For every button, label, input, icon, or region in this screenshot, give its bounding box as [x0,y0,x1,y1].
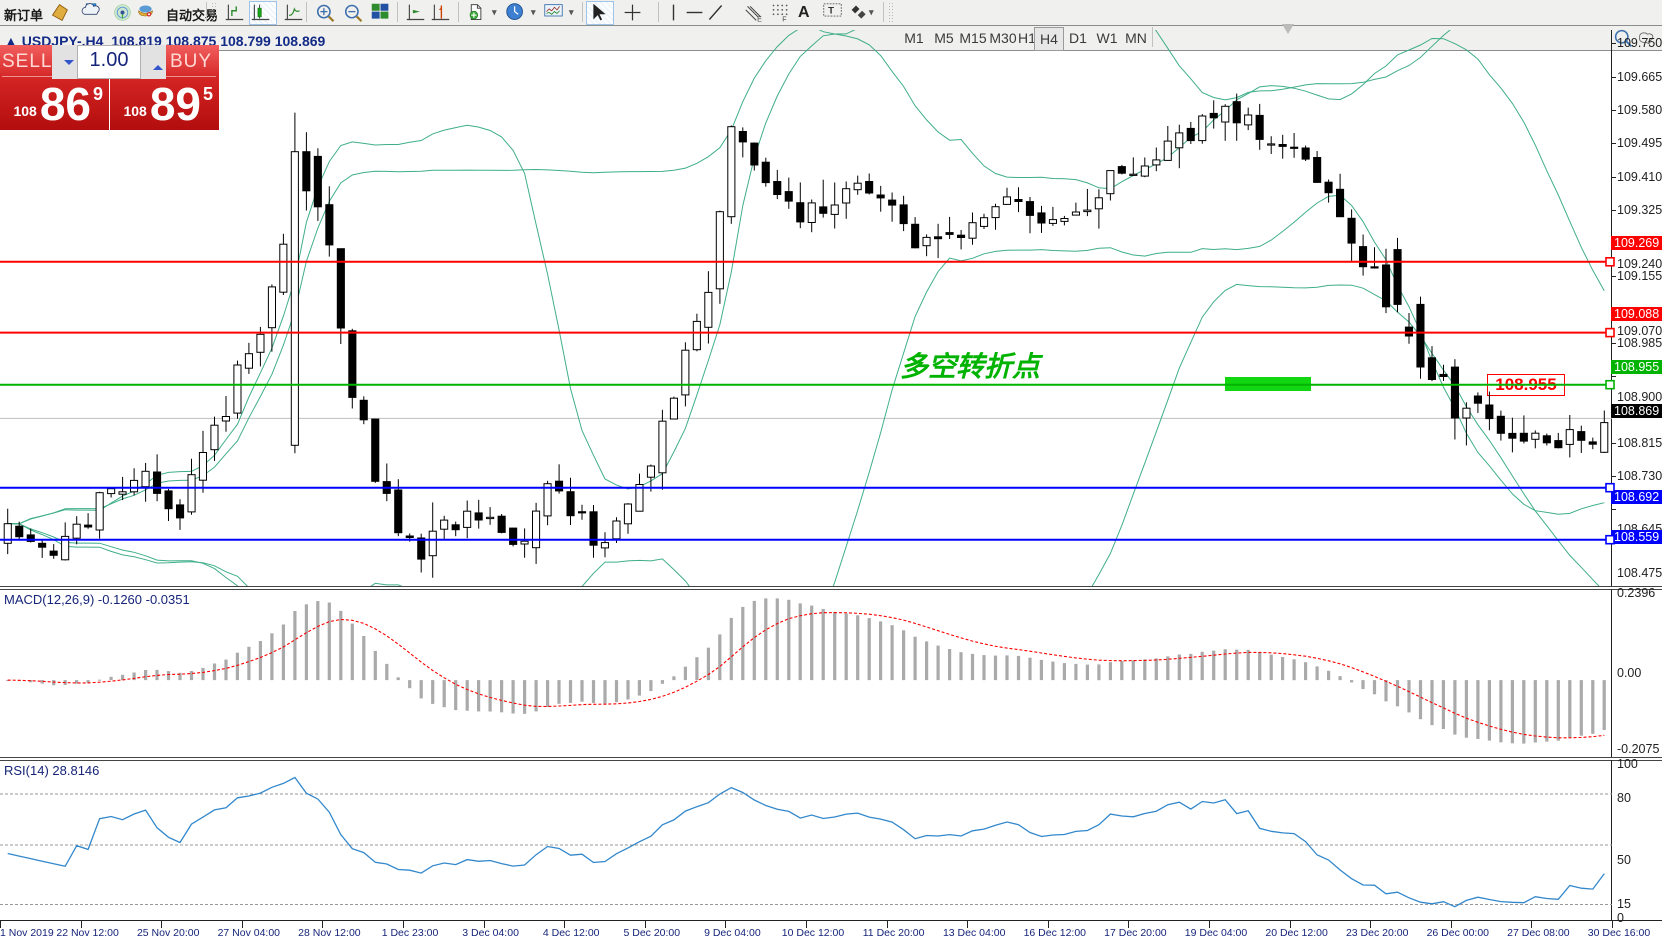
svg-text:T: T [828,5,834,16]
svg-text:E: E [757,16,762,23]
svg-text:F: F [782,16,786,23]
